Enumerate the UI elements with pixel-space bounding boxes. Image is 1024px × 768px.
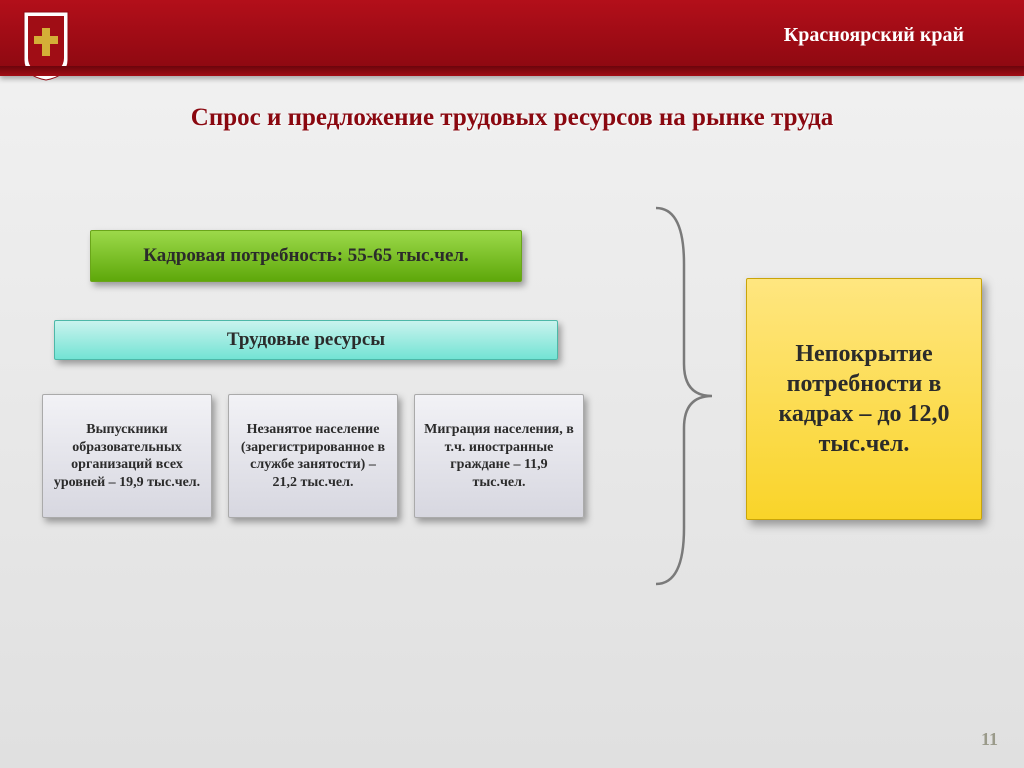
page-number: 11: [981, 729, 998, 750]
curly-brace-icon: [646, 204, 716, 588]
box-staffing-need: Кадровая потребность: 55-65 тыс.чел.: [90, 230, 522, 282]
header-bar: Красноярский край: [0, 0, 1024, 76]
header-accent-bar: [0, 66, 1024, 76]
slide-title: Спрос и предложение трудовых ресурсов на…: [0, 104, 1024, 132]
slide: Красноярский край Спрос и предложение тр…: [0, 0, 1024, 768]
box-uncovered-need-text: Непокрытие потребности в кадрах – до 12,…: [759, 339, 969, 459]
box-migration: Миграция населения, в т.ч. иностранные г…: [414, 394, 584, 518]
box-migration-text: Миграция населения, в т.ч. иностранные г…: [423, 421, 575, 491]
box-labor-resources: Трудовые ресурсы: [54, 320, 558, 360]
box-labor-resources-text: Трудовые ресурсы: [227, 329, 385, 351]
box-unemployed: Незанятое население (зарегистрированное …: [228, 394, 398, 518]
box-graduates: Выпускники образовательных организаций в…: [42, 394, 212, 518]
box-staffing-need-text: Кадровая потребность: 55-65 тыс.чел.: [143, 245, 469, 267]
box-unemployed-text: Незанятое население (зарегистрированное …: [237, 421, 389, 491]
box-graduates-text: Выпускники образовательных организаций в…: [51, 421, 203, 491]
box-uncovered-need: Непокрытие потребности в кадрах – до 12,…: [746, 278, 982, 520]
header-region-title: Красноярский край: [784, 24, 964, 47]
